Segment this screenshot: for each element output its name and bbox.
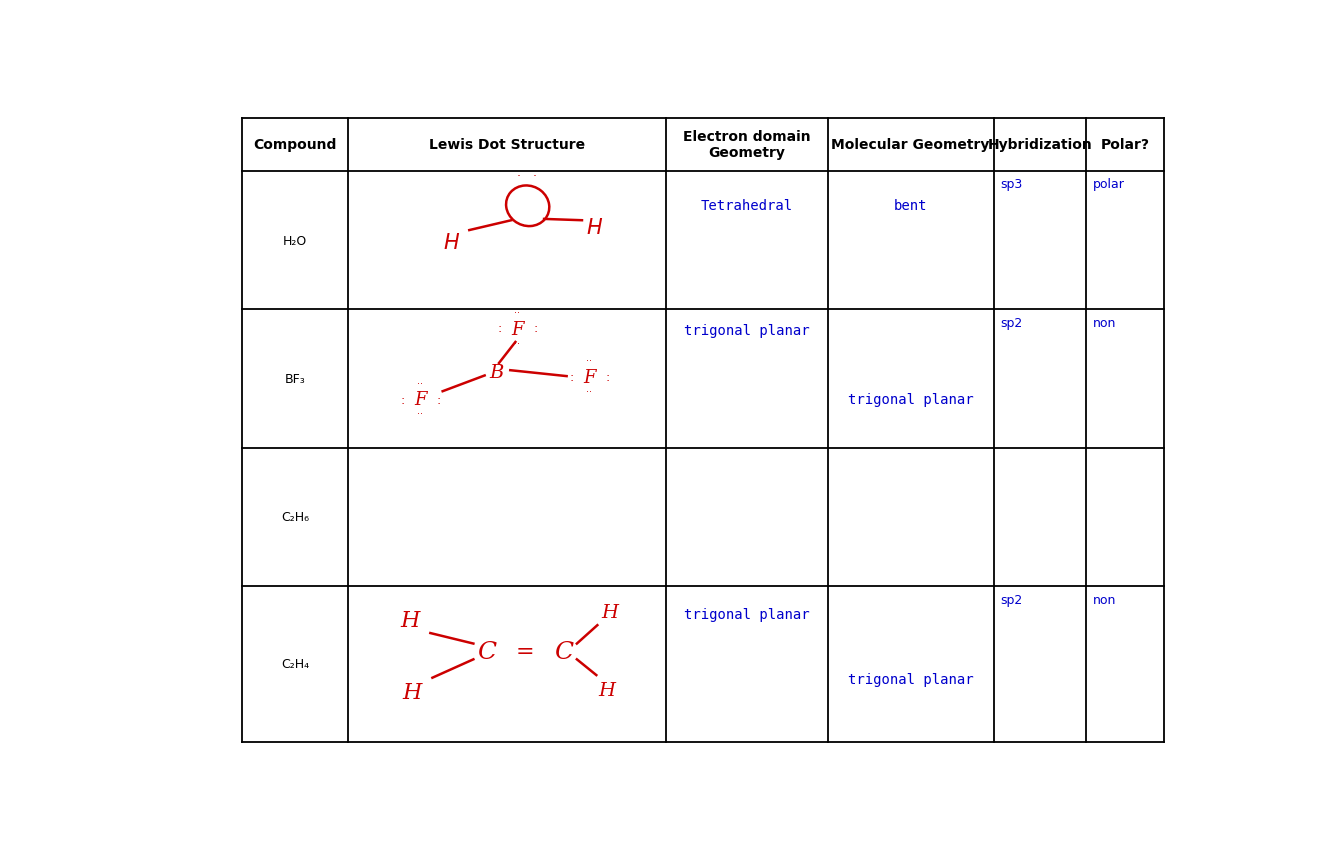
Text: ··: ··: [514, 308, 521, 318]
Text: F: F: [512, 320, 524, 338]
Text: trigonal planar: trigonal planar: [847, 673, 973, 687]
Text: Hybridization: Hybridization: [988, 138, 1092, 153]
Text: bent: bent: [894, 199, 927, 213]
Text: ··: ··: [586, 387, 592, 397]
Text: :: :: [570, 371, 574, 383]
Text: ··: ··: [586, 356, 592, 366]
Text: Lewis Dot Structure: Lewis Dot Structure: [430, 138, 586, 153]
Text: H₂O: H₂O: [283, 234, 307, 247]
Text: ·: ·: [517, 170, 521, 183]
Text: :: :: [498, 321, 502, 335]
Text: :: :: [401, 393, 405, 406]
Text: Molecular Geometry: Molecular Geometry: [832, 138, 990, 153]
Text: H: H: [401, 609, 419, 631]
Text: non: non: [1093, 316, 1116, 330]
Text: Compound: Compound: [254, 138, 337, 153]
Text: Tetrahedral: Tetrahedral: [701, 199, 793, 213]
Text: BF₃: BF₃: [284, 372, 305, 385]
Text: H: H: [443, 233, 459, 252]
Text: ··: ··: [418, 409, 423, 419]
Text: C₂H₆: C₂H₆: [282, 510, 309, 524]
Text: sp2: sp2: [1001, 593, 1023, 606]
Text: C: C: [477, 640, 496, 663]
Text: ·: ·: [533, 170, 537, 183]
Text: sp3: sp3: [1001, 178, 1023, 191]
Text: H: H: [587, 217, 602, 238]
Text: Electron domain
Geometry: Electron domain Geometry: [683, 130, 810, 160]
Text: =: =: [516, 642, 534, 662]
Text: ··: ··: [514, 339, 521, 348]
Text: :: :: [605, 371, 609, 383]
Text: trigonal planar: trigonal planar: [847, 393, 973, 406]
Text: F: F: [414, 390, 427, 409]
Text: polar: polar: [1093, 178, 1125, 191]
Text: C: C: [554, 640, 574, 663]
Text: H: H: [402, 682, 422, 704]
Text: B: B: [489, 363, 504, 381]
Text: :: :: [534, 321, 538, 335]
Text: non: non: [1093, 593, 1116, 606]
Text: :: :: [436, 393, 440, 406]
Text: sp2: sp2: [1001, 316, 1023, 330]
Text: trigonal planar: trigonal planar: [683, 607, 810, 621]
Text: H: H: [602, 603, 619, 621]
Text: F: F: [583, 368, 595, 386]
Text: C₂H₄: C₂H₄: [282, 658, 309, 671]
Text: ··: ··: [418, 378, 423, 389]
Text: ·: ·: [522, 220, 525, 230]
Text: trigonal planar: trigonal planar: [683, 324, 810, 337]
Text: H: H: [598, 681, 615, 699]
Text: Polar?: Polar?: [1100, 138, 1150, 153]
